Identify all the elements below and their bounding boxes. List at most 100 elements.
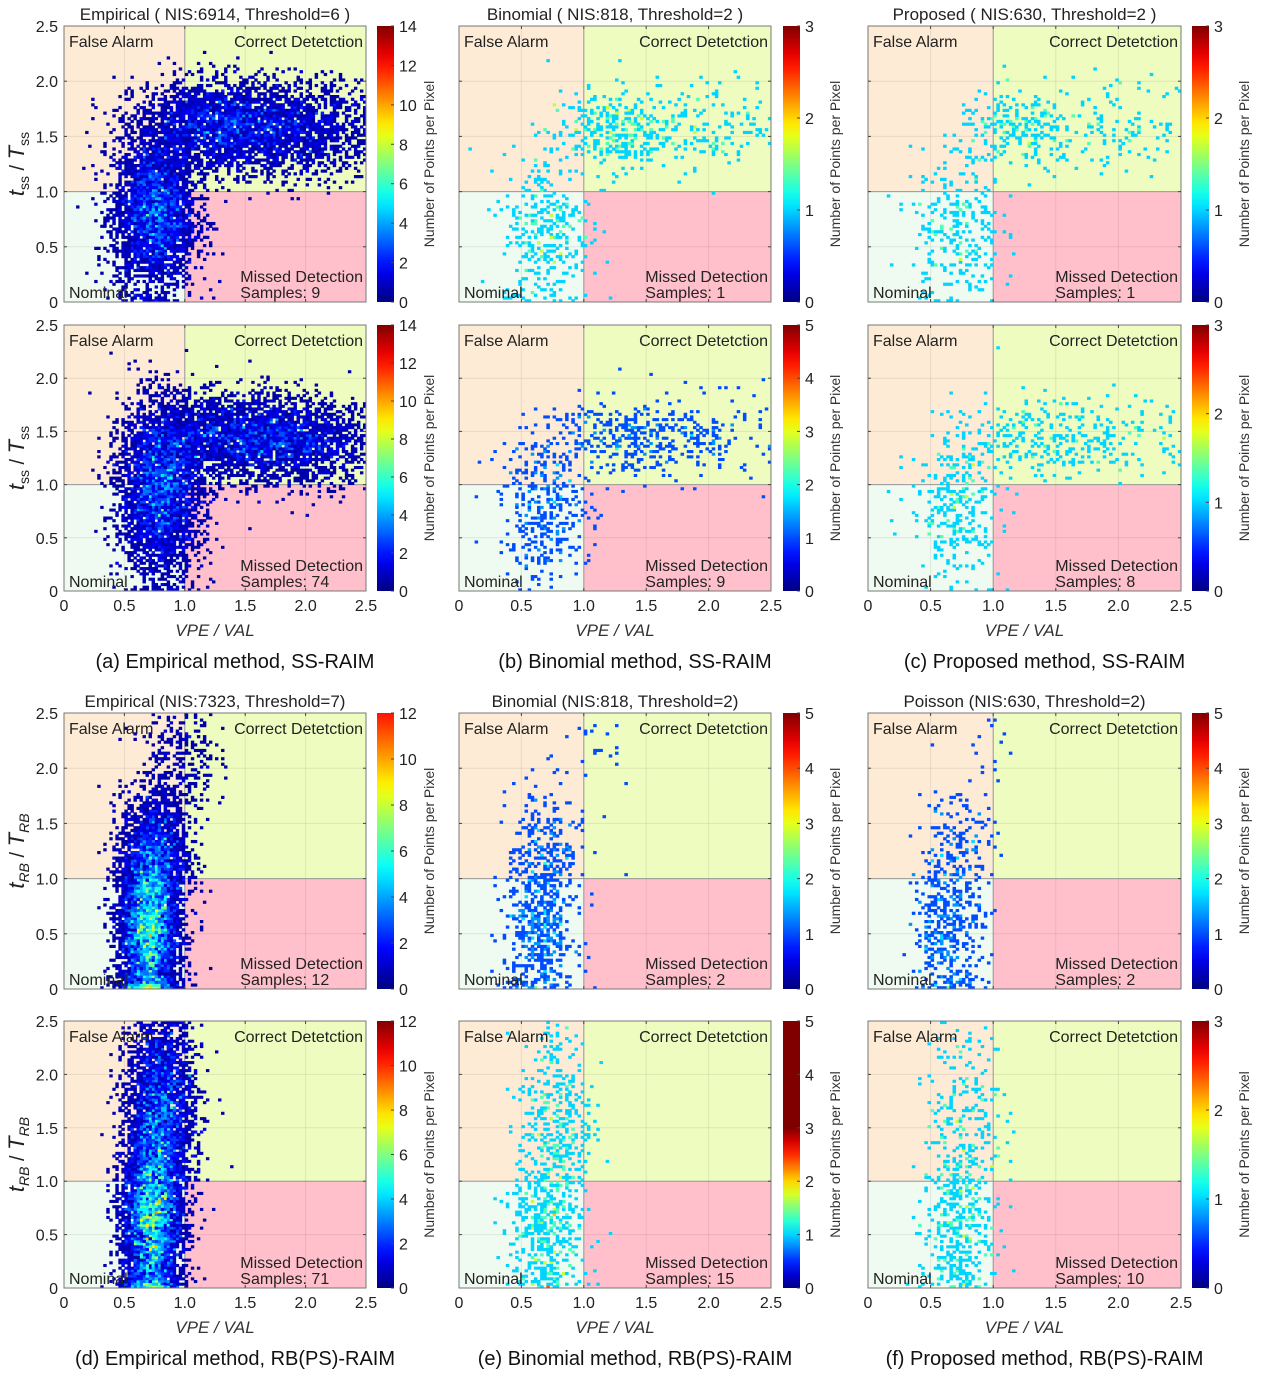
heatmap-cell: [583, 141, 588, 146]
heatmap-cell: [172, 495, 177, 499]
heatmap-cell: [1058, 114, 1063, 118]
heatmap-cell: [233, 133, 237, 137]
heatmap-cell: [263, 83, 267, 88]
heatmap-cell: [124, 282, 128, 286]
heatmap-cell: [208, 288, 213, 292]
heatmap-cell: [169, 263, 174, 267]
heatmap-cell: [284, 130, 288, 135]
heatmap-cell: [169, 458, 174, 462]
heatmap-cell: [323, 89, 328, 93]
heatmap-cell: [178, 169, 183, 173]
heatmap-cell: [977, 158, 982, 162]
heatmap-cell: [611, 147, 616, 151]
heatmap-cell: [136, 402, 140, 406]
heatmap-cell: [1002, 144, 1007, 148]
heatmap-cell: [100, 235, 104, 239]
heatmap-cell: [314, 141, 319, 146]
heatmap-cell: [181, 388, 186, 392]
heatmap-cell: [257, 141, 261, 146]
heatmap-cell: [272, 139, 276, 143]
heatmap-cell: [142, 279, 146, 284]
heatmap-cell: [127, 227, 131, 231]
heatmap-cell: [154, 274, 159, 278]
heatmap-cell: [568, 296, 572, 300]
heatmap-cell: [169, 177, 174, 181]
heatmap-cell: [181, 111, 186, 115]
heatmap-cell: [224, 144, 228, 148]
heatmap-cell: [939, 263, 944, 267]
heatmap-cell: [275, 92, 279, 96]
heatmap-cell: [924, 241, 928, 245]
heatmap-cell: [124, 260, 128, 264]
heatmap-cell: [130, 296, 134, 300]
heatmap-cell: [983, 279, 988, 284]
heatmap-cell: [287, 100, 291, 104]
heatmap-cell: [990, 299, 994, 303]
heatmap-cell: [139, 241, 143, 245]
heatmap-cell: [215, 75, 219, 79]
heatmap-cell: [680, 111, 685, 115]
heatmap-cell: [549, 288, 553, 292]
heatmap-cell: [577, 238, 582, 242]
heatmap-cell: [287, 172, 291, 176]
heatmap-cell: [1027, 183, 1032, 187]
heatmap-cell: [599, 152, 603, 157]
heatmap-cell: [287, 141, 291, 146]
heatmap-cell: [151, 199, 155, 204]
heatmap-cell: [109, 130, 113, 135]
heatmap-cell: [549, 194, 553, 198]
heatmap-cell: [996, 106, 1000, 110]
heatmap-cell: [127, 255, 131, 259]
heatmap-cell: [202, 172, 207, 176]
heatmap-cell: [142, 89, 146, 93]
heatmap-cell: [181, 117, 186, 121]
samples-count: Samples: 9: [240, 285, 320, 302]
heatmap-cell: [586, 117, 591, 121]
heatmap-cell: [151, 516, 155, 520]
heatmap-cell: [983, 224, 988, 228]
heatmap-cell: [187, 260, 192, 264]
heatmap-cell: [124, 535, 128, 539]
heatmap-cell: [145, 244, 149, 248]
heatmap-cell: [193, 266, 198, 270]
heatmap-cell: [730, 141, 734, 146]
heatmap-cell: [142, 117, 146, 121]
heatmap-cell: [1177, 89, 1182, 93]
heatmap-cell: [290, 147, 294, 151]
heatmap-cell: [205, 227, 210, 231]
heatmap-cell: [943, 208, 947, 212]
heatmap-cell: [968, 282, 972, 286]
heatmap-cell: [160, 161, 165, 165]
heatmap-cell: [172, 213, 177, 217]
heatmap-cell: [175, 139, 180, 143]
heatmap-cell: [133, 202, 137, 206]
heatmap-cell: [518, 244, 522, 248]
heatmap-cell: [169, 224, 174, 228]
heatmap-cell: [278, 114, 282, 118]
heatmap-cell: [91, 97, 95, 101]
heatmap-cell: [552, 191, 557, 195]
heatmap-cell: [254, 89, 258, 93]
heatmap-cell: [239, 106, 243, 110]
heatmap-cell: [163, 169, 168, 173]
heatmap-cell: [224, 114, 228, 118]
heatmap-cell: [151, 172, 155, 176]
heatmap-cell: [190, 139, 195, 143]
heatmap-cell: [236, 177, 240, 181]
heatmap-cell: [208, 95, 213, 99]
heatmap-cell: [705, 139, 709, 143]
heatmap-cell: [133, 527, 137, 531]
heatmap-cell: [1102, 86, 1107, 90]
heatmap-cell: [205, 136, 210, 140]
heatmap-cell: [1112, 139, 1116, 143]
heatmap-cell: [245, 136, 249, 140]
heatmap-cell: [248, 122, 252, 126]
heatmap-cell: [266, 75, 270, 79]
heatmap-cell: [272, 114, 276, 118]
heatmap-cell: [533, 213, 538, 217]
heatmap-cell: [121, 188, 125, 192]
heatmap-cell: [996, 81, 1000, 85]
heatmap-cell: [178, 100, 183, 104]
heatmap-cell: [172, 299, 177, 303]
heatmap-cell: [1105, 92, 1110, 96]
